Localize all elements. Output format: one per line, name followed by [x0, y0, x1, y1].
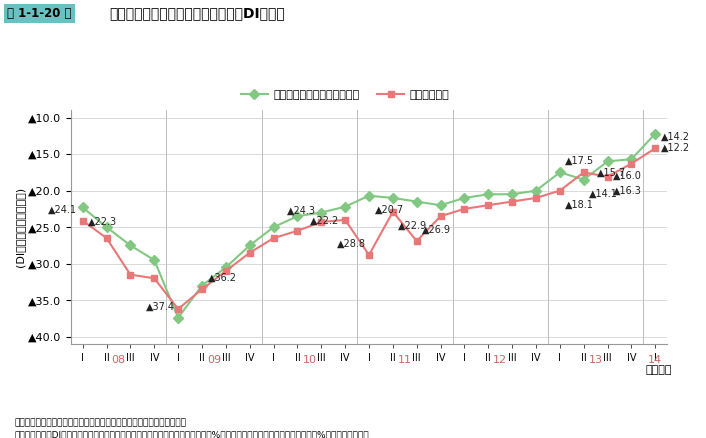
Text: ▲16.0: ▲16.0 [614, 170, 642, 180]
Text: 08: 08 [112, 355, 126, 365]
Text: ▲22.9: ▲22.9 [398, 221, 428, 231]
Text: 資料：中小企業庁・（独）中小企業基盤整備機構「中小企業景況調査」: 資料：中小企業庁・（独）中小企業基盤整備機構「中小企業景況調査」 [14, 418, 186, 427]
Y-axis label: (DI、前期比季節調整値): (DI、前期比季節調整値) [15, 187, 25, 267]
Text: ▲26.9: ▲26.9 [422, 225, 451, 235]
Text: （注）資金繰りDIは、前期に比べて、資金繰りが「好転」と答えた企業の割合（%）から、「悪化」と答えた企業の割合（%）を引いたもの。: （注）資金繰りDIは、前期に比べて、資金繰りが「好転」と答えた企業の割合（%）か… [14, 430, 369, 438]
Text: 14: 14 [648, 355, 662, 365]
Text: ▲16.3: ▲16.3 [614, 186, 642, 196]
Text: ▲24.1: ▲24.1 [48, 205, 77, 215]
Text: ▲14.2: ▲14.2 [661, 132, 690, 142]
Text: 第 1-1-20 図: 第 1-1-20 図 [7, 7, 71, 20]
Text: ▲17.5: ▲17.5 [566, 156, 594, 166]
Text: ▲12.2: ▲12.2 [661, 142, 690, 152]
Text: 中小企業・小規模事業者の資金繰りDIの推移: 中小企業・小規模事業者の資金繰りDIの推移 [109, 7, 285, 21]
Text: 11: 11 [397, 355, 412, 365]
Text: ▲37.4: ▲37.4 [146, 302, 175, 312]
Text: ▲15.7: ▲15.7 [597, 168, 626, 178]
Legend: 中小企業・小規模事業者全体, 小規模事業者: 中小企業・小規模事業者全体, 小規模事業者 [236, 85, 454, 104]
Text: ▲20.7: ▲20.7 [375, 205, 404, 215]
Text: ▲22.3: ▲22.3 [88, 216, 117, 226]
Text: ▲22.2: ▲22.2 [311, 215, 340, 226]
Text: 10: 10 [302, 355, 316, 365]
Text: 12: 12 [493, 355, 508, 365]
Text: ▲36.2: ▲36.2 [208, 273, 237, 283]
Text: ▲24.3: ▲24.3 [287, 206, 316, 216]
Text: ▲28.8: ▲28.8 [337, 239, 366, 249]
Text: ▲14.1: ▲14.1 [590, 188, 618, 198]
Text: 09: 09 [207, 355, 221, 365]
Text: （年期）: （年期） [645, 364, 672, 374]
Text: 13: 13 [589, 355, 603, 365]
Text: ▲18.1: ▲18.1 [566, 199, 594, 209]
